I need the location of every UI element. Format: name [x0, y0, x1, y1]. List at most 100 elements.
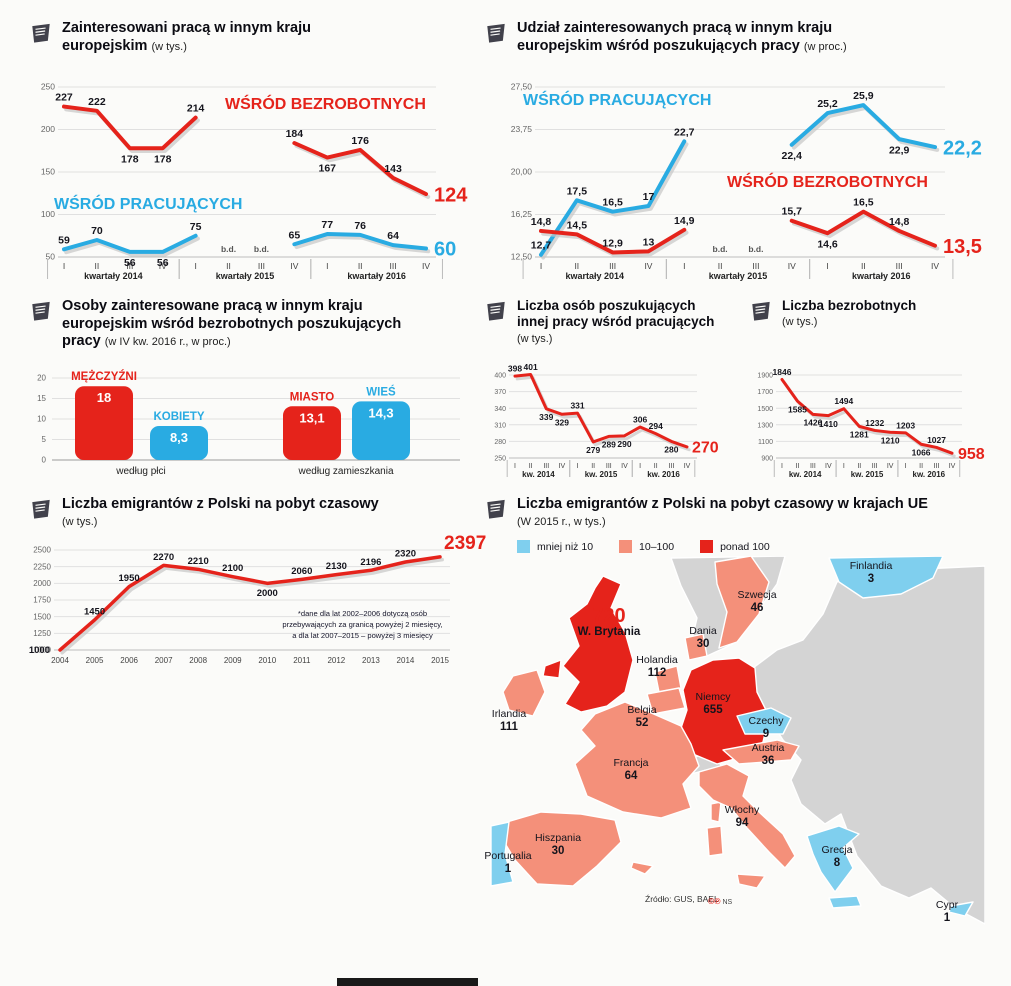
country-value: 1 — [504, 862, 512, 875]
svg-text:kwartały 2015: kwartały 2015 — [709, 271, 768, 281]
svg-text:III: III — [934, 463, 940, 470]
svg-text:III: III — [752, 261, 759, 271]
country-name: Dania — [689, 625, 717, 637]
country-name: Austria — [751, 742, 785, 754]
svg-text:WŚRÓD PRACUJĄCYCH: WŚRÓD PRACUJĄCYCH — [54, 194, 242, 213]
svg-text:14,3: 14,3 — [368, 405, 393, 420]
svg-text:13: 13 — [643, 236, 655, 248]
chart-title: Zainteresowani pracą w innym kraju europ… — [62, 20, 311, 54]
svg-text:50: 50 — [46, 252, 56, 262]
svg-text:III: III — [258, 261, 265, 271]
svg-text:5: 5 — [42, 435, 47, 444]
svg-text:10: 10 — [37, 415, 46, 424]
series — [62, 104, 431, 257]
svg-text:1250: 1250 — [33, 629, 51, 638]
svg-text:150: 150 — [41, 167, 55, 177]
map-country-grecja-kreta — [828, 895, 862, 909]
svg-text:280: 280 — [494, 439, 506, 446]
map-label-holandia: Holandia 112 — [636, 654, 677, 680]
svg-text:15,7: 15,7 — [782, 206, 803, 218]
svg-text:16,25: 16,25 — [511, 209, 533, 219]
svg-text:13,1: 13,1 — [299, 410, 324, 425]
svg-text:279: 279 — [586, 445, 600, 455]
panel-interest-count: Zainteresowani pracą w innym kraju europ… — [30, 20, 490, 292]
svg-text:289: 289 — [602, 440, 616, 450]
svg-text:2060: 2060 — [291, 566, 312, 577]
map-country-wbrytania — [562, 575, 634, 713]
map-country-wbrytania-ni — [542, 659, 562, 679]
svg-text:14,9: 14,9 — [674, 215, 695, 227]
svg-text:kw. 2014: kw. 2014 — [789, 470, 822, 479]
country-name: Hiszpania — [534, 832, 582, 844]
series — [539, 103, 940, 260]
svg-text:b.d.: b.d. — [254, 244, 269, 254]
footnote-line: a dla lat 2007–2015 – powyżej 3 miesięcy — [292, 631, 433, 640]
svg-text:329: 329 — [555, 417, 569, 427]
svg-text:1750: 1750 — [33, 596, 51, 605]
svg-text:12,50: 12,50 — [511, 252, 533, 262]
map-country-dania — [684, 633, 708, 661]
svg-text:1027: 1027 — [927, 435, 946, 445]
map-label-austria: Austria 36 — [751, 742, 785, 768]
panel-interest-groups: Osoby zainteresowane pracą w innym kraju… — [30, 298, 485, 490]
svg-text:2005: 2005 — [86, 656, 104, 665]
svg-text:kwartały 2014: kwartały 2014 — [84, 271, 143, 281]
svg-text:2006: 2006 — [120, 656, 138, 665]
svg-text:1426: 1426 — [803, 417, 822, 427]
country-name: Niemcy — [695, 691, 731, 703]
svg-text:17,5: 17,5 — [567, 185, 588, 197]
country-name: Grecja — [821, 844, 853, 856]
svg-text:290: 290 — [617, 439, 631, 449]
svg-text:2270: 2270 — [153, 552, 174, 563]
series — [513, 372, 691, 452]
svg-text:IV: IV — [644, 261, 652, 271]
map-country-finlandia — [828, 556, 944, 599]
chart-title: Liczba bezrobotnych — [782, 298, 917, 313]
country-value: 8 — [833, 856, 841, 869]
svg-text:2000: 2000 — [257, 588, 278, 599]
svg-text:b.d.: b.d. — [748, 244, 763, 254]
map-label-belgia: Belgia 52 — [627, 704, 656, 730]
svg-text:IV: IV — [159, 261, 167, 271]
chart-unit: (w tys.) — [782, 316, 818, 329]
svg-text:250: 250 — [41, 82, 55, 92]
axis-labels: 1000 1250 1500 1750 2000 2250 2500 2004 2005 2006… — [33, 546, 449, 665]
svg-text:167: 167 — [319, 163, 337, 175]
panel-title: Liczba emigrantów z Polski na pobyt czas… — [62, 496, 485, 529]
svg-text:8,3: 8,3 — [170, 430, 188, 445]
svg-text:2012: 2012 — [327, 656, 345, 665]
map-label-portugalia: Portugalia 1 — [484, 850, 531, 876]
newspaper-icon — [485, 22, 507, 49]
svg-text:176: 176 — [351, 135, 369, 147]
chart-title: Liczba osób poszukujących innej pracy wś… — [517, 298, 715, 330]
svg-text:IV: IV — [559, 463, 566, 470]
svg-text:178: 178 — [154, 153, 172, 165]
panel-title: Liczba emigrantów z Polski na pobyt czas… — [517, 496, 1005, 529]
svg-text:64: 64 — [387, 230, 399, 242]
svg-text:I: I — [577, 463, 579, 470]
series — [780, 377, 956, 458]
svg-text:222: 222 — [88, 96, 106, 108]
svg-text:2320: 2320 — [395, 549, 416, 560]
line-chart-emigrants: 1000 1250 1500 1750 2000 2250 2500 2004 2005 2006… — [29, 533, 486, 665]
country-value: 36 — [761, 754, 775, 767]
map-label-dania: Dania 30 — [689, 625, 717, 651]
country-value: 30 — [551, 844, 565, 857]
panel-title: Liczba osób poszukujących innej pracy wś… — [517, 298, 722, 346]
svg-text:III: III — [872, 463, 878, 470]
svg-text:900: 900 — [761, 456, 773, 463]
svg-text:II: II — [226, 261, 231, 271]
chart-unit: (w tys.) — [517, 332, 553, 345]
svg-text:76: 76 — [354, 220, 366, 232]
svg-text:kw. 2015: kw. 2015 — [851, 470, 884, 479]
legend-item: 10–100 — [619, 540, 674, 553]
country-value: 111 — [500, 720, 518, 733]
map-label-finlandia: Finlandia 3 — [850, 560, 893, 586]
svg-text:II: II — [654, 463, 658, 470]
svg-text:12,9: 12,9 — [602, 237, 623, 249]
svg-text:I: I — [63, 261, 65, 271]
svg-text:2015: 2015 — [431, 656, 449, 665]
svg-text:1000: 1000 — [29, 645, 50, 656]
